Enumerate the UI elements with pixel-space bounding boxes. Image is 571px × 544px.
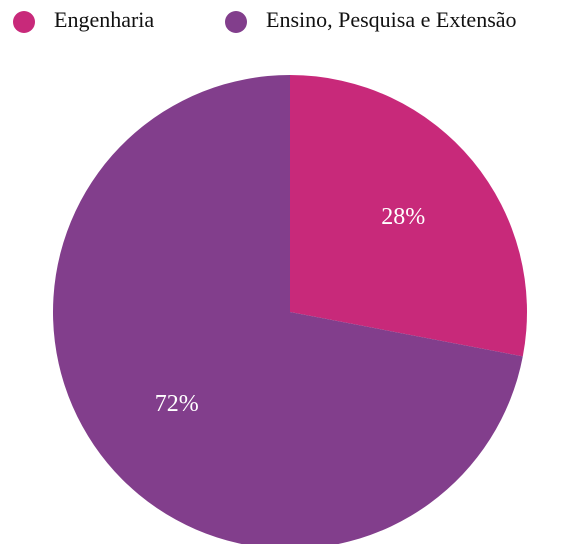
pie-slice xyxy=(53,75,523,544)
pie-slice xyxy=(290,75,527,357)
value-label: 28% xyxy=(381,204,425,230)
legend-label: Engenharia xyxy=(54,7,154,32)
legend-swatch xyxy=(13,11,35,33)
legend-label: Ensino, Pesquisa e Extensão xyxy=(266,7,517,32)
legend-swatch xyxy=(225,11,247,33)
value-label: 72% xyxy=(155,391,199,417)
